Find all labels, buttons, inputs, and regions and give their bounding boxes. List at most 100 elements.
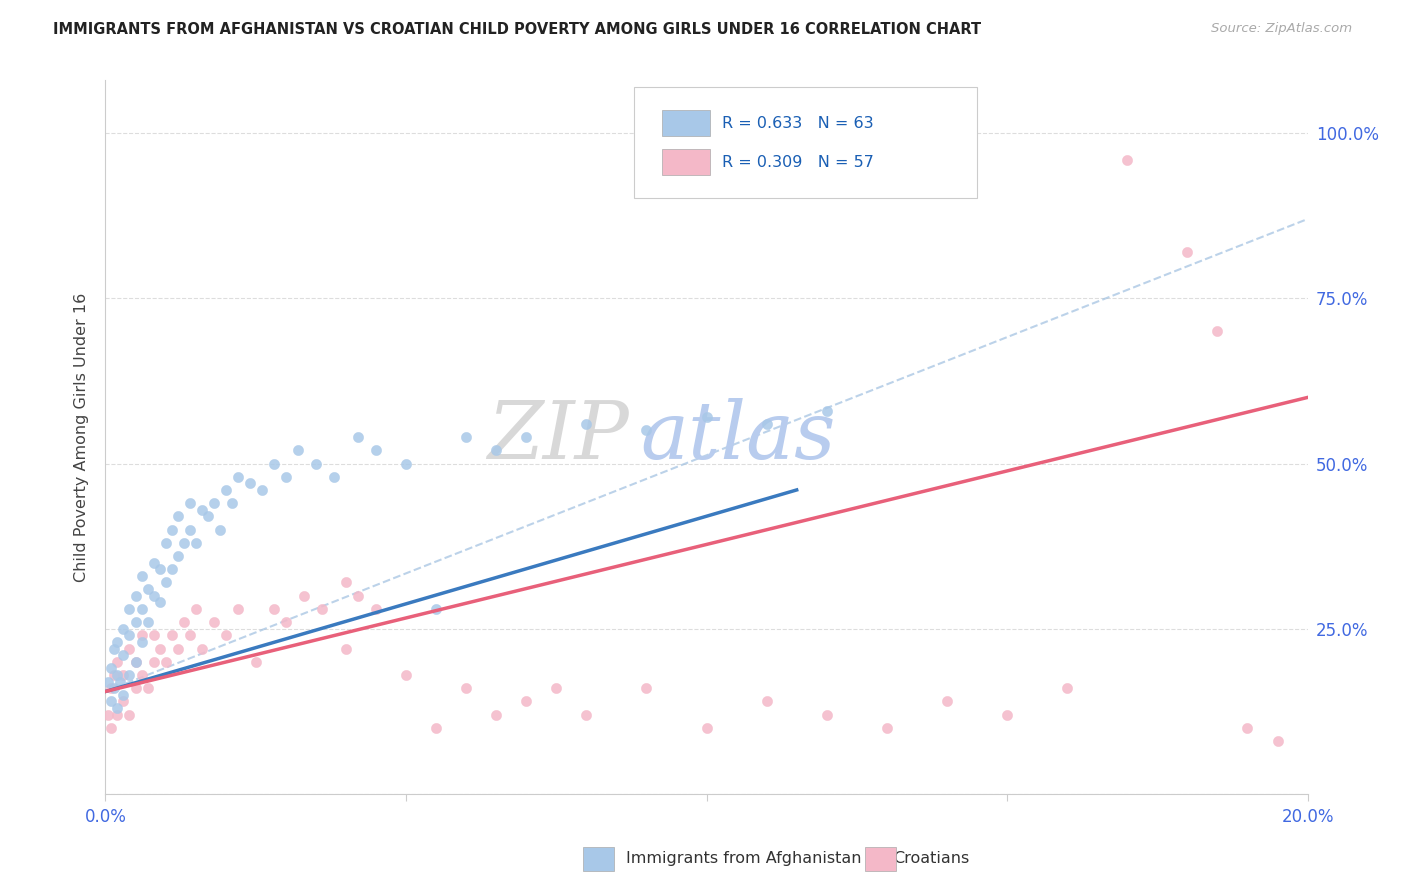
Point: [1116, 153, 1139, 167]
Y-axis label: Child Poverty Among Girls Under 16: Child Poverty Among Girls Under 16: [75, 293, 90, 582]
Point: [160, 628, 183, 642]
Point: [1206, 324, 1229, 338]
Point: [636, 681, 658, 695]
Point: [118, 707, 141, 722]
Point: [166, 641, 188, 656]
Point: [148, 641, 170, 656]
Point: [148, 595, 170, 609]
Point: [124, 589, 146, 603]
Point: [263, 457, 285, 471]
Text: atlas: atlas: [640, 399, 835, 475]
Point: [148, 562, 170, 576]
Point: [112, 694, 135, 708]
Point: [142, 556, 165, 570]
Point: [755, 417, 778, 431]
Point: [103, 641, 125, 656]
Point: [107, 655, 129, 669]
Text: Immigrants from Afghanistan: Immigrants from Afghanistan: [626, 851, 860, 865]
Point: [1236, 721, 1258, 735]
Point: [274, 615, 297, 629]
Point: [131, 602, 153, 616]
Point: [112, 688, 135, 702]
Point: [103, 681, 125, 695]
Point: [347, 430, 370, 444]
Point: [226, 602, 249, 616]
Point: [124, 615, 146, 629]
Point: [173, 536, 195, 550]
Point: [124, 681, 146, 695]
Point: [118, 668, 141, 682]
Point: [155, 575, 177, 590]
Point: [124, 655, 146, 669]
Point: [100, 694, 122, 708]
Text: ZIP: ZIP: [486, 399, 628, 475]
Point: [202, 615, 225, 629]
Point: [815, 403, 838, 417]
Point: [179, 496, 201, 510]
Point: [142, 655, 165, 669]
Point: [995, 707, 1018, 722]
Point: [100, 681, 122, 695]
Point: [142, 589, 165, 603]
Point: [136, 681, 159, 695]
Point: [166, 509, 188, 524]
Point: [131, 569, 153, 583]
Point: [103, 668, 125, 682]
Point: [131, 668, 153, 682]
Point: [221, 496, 243, 510]
Point: [214, 628, 236, 642]
Point: [364, 443, 387, 458]
Point: [515, 430, 537, 444]
Point: [454, 430, 477, 444]
FancyBboxPatch shape: [662, 111, 710, 136]
Point: [1267, 734, 1289, 748]
Point: [755, 694, 778, 708]
Point: [124, 655, 146, 669]
Text: IMMIGRANTS FROM AFGHANISTAN VS CROATIAN CHILD POVERTY AMONG GIRLS UNDER 16 CORRE: IMMIGRANTS FROM AFGHANISTAN VS CROATIAN …: [53, 22, 981, 37]
Point: [107, 701, 129, 715]
Point: [1056, 681, 1078, 695]
Point: [515, 694, 537, 708]
Point: [160, 562, 183, 576]
Point: [131, 635, 153, 649]
Point: [395, 668, 418, 682]
Point: [100, 661, 122, 675]
Point: [112, 668, 135, 682]
Point: [335, 641, 357, 656]
Text: R = 0.309   N = 57: R = 0.309 N = 57: [723, 155, 875, 169]
Point: [546, 681, 568, 695]
Text: R = 0.633   N = 63: R = 0.633 N = 63: [723, 116, 873, 130]
Point: [112, 622, 135, 636]
Point: [876, 721, 898, 735]
FancyBboxPatch shape: [634, 87, 977, 198]
Point: [636, 424, 658, 438]
Point: [197, 509, 219, 524]
Point: [274, 469, 297, 483]
Point: [107, 635, 129, 649]
Point: [179, 523, 201, 537]
Point: [485, 707, 508, 722]
Point: [118, 641, 141, 656]
Point: [696, 721, 718, 735]
Point: [190, 641, 212, 656]
Point: [97, 674, 120, 689]
Point: [136, 582, 159, 596]
Point: [118, 628, 141, 642]
Point: [575, 707, 598, 722]
Point: [107, 707, 129, 722]
Point: [347, 589, 370, 603]
Point: [97, 707, 120, 722]
Point: [575, 417, 598, 431]
Point: [226, 469, 249, 483]
Point: [311, 602, 333, 616]
Point: [936, 694, 959, 708]
Text: Croatians: Croatians: [893, 851, 969, 865]
Point: [136, 615, 159, 629]
Point: [287, 443, 309, 458]
Point: [208, 523, 231, 537]
Point: [155, 655, 177, 669]
Text: Source: ZipAtlas.com: Source: ZipAtlas.com: [1212, 22, 1353, 36]
Point: [239, 476, 262, 491]
Point: [179, 628, 201, 642]
Point: [250, 483, 273, 497]
